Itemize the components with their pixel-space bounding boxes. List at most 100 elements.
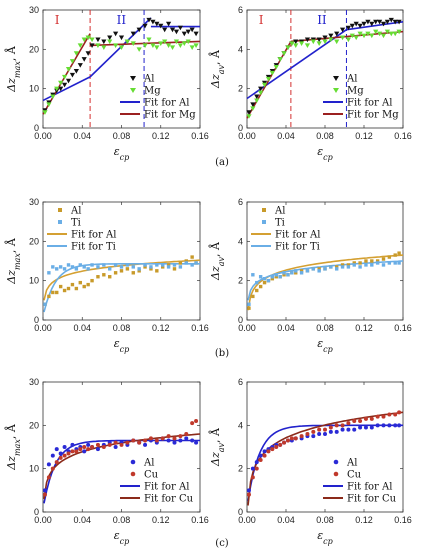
data-point	[349, 33, 355, 39]
y-tick-label: 30	[29, 377, 39, 387]
data-point	[148, 436, 153, 441]
data-point	[304, 43, 311, 48]
y-tick-label: 30	[29, 197, 39, 207]
x-tick-label: 0.00	[34, 131, 52, 141]
data-point	[281, 51, 287, 56]
data-point	[345, 25, 351, 31]
data-point	[46, 102, 52, 107]
data-point	[65, 78, 72, 84]
data-point	[190, 255, 194, 259]
legend-marker	[130, 76, 136, 81]
data-point	[130, 31, 136, 37]
data-point	[42, 488, 47, 493]
data-point	[353, 35, 359, 41]
data-point	[340, 265, 345, 269]
data-point	[178, 438, 183, 443]
data-point	[262, 449, 267, 454]
legend-label: Fit for Cu	[144, 494, 194, 505]
data-point	[294, 269, 298, 273]
data-point	[82, 445, 87, 449]
data-point	[194, 440, 199, 445]
data-point	[146, 17, 152, 23]
data-point	[101, 45, 107, 50]
data-point	[358, 261, 362, 265]
data-point	[335, 265, 339, 269]
data-point	[282, 440, 287, 445]
legend-label: Ti	[71, 218, 81, 229]
x-tick-label: 0.04	[73, 323, 91, 333]
data-point	[169, 45, 176, 50]
region-label-II: II	[117, 13, 127, 27]
data-point	[381, 263, 386, 267]
data-point	[250, 102, 256, 107]
data-point	[329, 265, 333, 269]
data-point	[250, 475, 255, 480]
y-axis-label: Δzmax, Å	[4, 237, 22, 285]
data-point	[299, 434, 304, 439]
data-point	[265, 76, 272, 82]
data-point	[278, 275, 282, 279]
data-point	[90, 263, 94, 267]
y-tick-label: 6	[238, 5, 243, 15]
data-point	[358, 419, 363, 423]
data-point	[58, 451, 63, 456]
data-point	[113, 440, 118, 445]
data-point	[377, 31, 383, 37]
data-point	[274, 445, 279, 449]
data-point	[258, 284, 263, 289]
x-tick-label: 0.16	[394, 323, 412, 333]
data-point	[392, 19, 398, 25]
data-point	[54, 86, 60, 92]
data-point	[166, 265, 171, 269]
y-axis-label: Δzmax, Å	[4, 423, 22, 471]
x-tick-label: 0.12	[355, 515, 373, 525]
data-point	[173, 29, 180, 35]
data-point	[254, 98, 260, 104]
data-point	[311, 267, 315, 271]
x-axis-label: εcp	[114, 145, 130, 162]
data-point	[181, 41, 187, 47]
data-point	[166, 434, 171, 439]
data-point	[113, 31, 119, 37]
data-point	[323, 427, 327, 432]
y-tick-label: 0	[238, 123, 243, 133]
data-point	[82, 449, 87, 454]
legend-marker	[333, 76, 339, 81]
x-tick-label: 0.00	[34, 323, 52, 333]
data-point	[125, 267, 130, 271]
data-point	[396, 19, 402, 25]
x-tick-label: 0.12	[152, 131, 170, 141]
data-point	[365, 31, 371, 37]
y-tick-label: 10	[29, 84, 39, 94]
data-point	[136, 27, 142, 33]
data-point	[299, 41, 305, 47]
data-point	[246, 488, 251, 493]
data-point	[154, 438, 159, 443]
data-point	[322, 39, 328, 45]
data-point	[194, 419, 199, 423]
data-point	[155, 269, 159, 273]
x-tick-label: 0.04	[277, 515, 295, 525]
data-point	[254, 460, 259, 465]
data-point	[334, 423, 339, 428]
data-point	[345, 37, 351, 43]
data-point	[190, 438, 195, 443]
caption-c: (c)	[215, 538, 229, 549]
y-axis-label: Δzav, Å	[208, 427, 226, 467]
legend-label: Fit for Al	[144, 98, 189, 109]
data-point	[361, 21, 367, 27]
data-point	[74, 267, 79, 271]
legend-label: Ti	[275, 218, 285, 229]
data-point	[58, 80, 64, 86]
data-point	[61, 82, 68, 88]
y-tick-label: 0	[238, 507, 243, 517]
data-point	[254, 94, 260, 100]
y-tick-label: 4	[238, 236, 243, 246]
data-point	[246, 114, 252, 119]
x-axis-label: εcp	[114, 529, 130, 546]
data-point	[143, 263, 147, 267]
fit-curve	[247, 260, 404, 301]
data-point	[361, 33, 367, 39]
data-point	[193, 31, 199, 37]
